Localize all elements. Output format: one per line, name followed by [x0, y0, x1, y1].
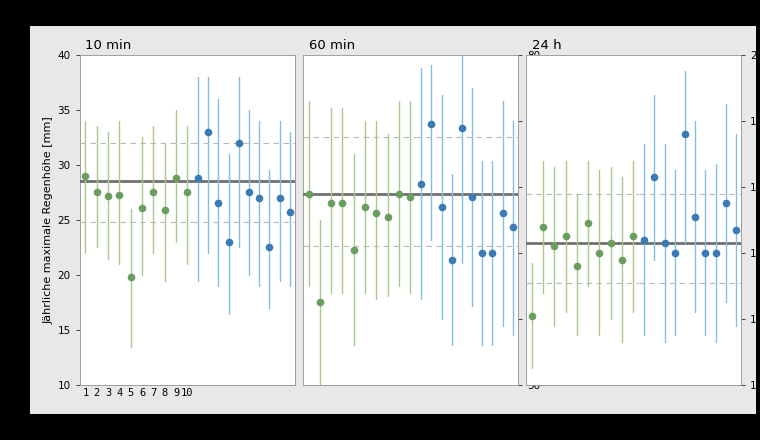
- Y-axis label: Jährliche maximale Regenhöhe [mm]: Jährliche maximale Regenhöhe [mm]: [43, 116, 53, 324]
- Text: 10 min: 10 min: [85, 40, 131, 52]
- Text: 60 min: 60 min: [309, 40, 355, 52]
- Text: 24 h: 24 h: [531, 40, 561, 52]
